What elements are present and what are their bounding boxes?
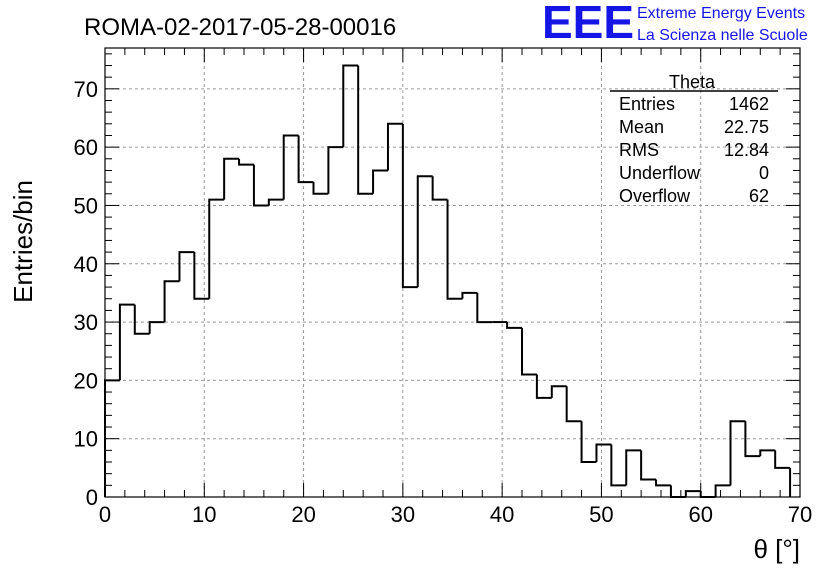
y-tick-label: 0 <box>86 485 98 510</box>
histogram-bin <box>312 182 329 195</box>
histogram-bin <box>133 304 150 335</box>
histogram-bin <box>282 134 299 200</box>
histogram-bin <box>535 374 552 399</box>
stats-label-overflow: Overflow <box>619 186 691 206</box>
y-axis-label: Entries/bin <box>8 180 38 303</box>
stats-value-overflow: 62 <box>749 186 769 206</box>
histogram-bin <box>163 280 180 323</box>
histogram-bars <box>104 64 792 498</box>
stats-label-underflow: Underflow <box>619 163 701 183</box>
histogram-bin <box>252 164 269 207</box>
histogram-bin <box>386 122 403 171</box>
histogram-bin <box>446 199 463 300</box>
histogram-bin <box>550 385 567 398</box>
y-tick-labels: 0 10 20 30 40 50 60 70 <box>74 77 98 510</box>
histogram-bin <box>744 421 761 458</box>
histogram-bin <box>178 251 195 282</box>
stats-label-mean: Mean <box>619 117 664 137</box>
histogram-bin <box>208 198 225 299</box>
x-tick-label: 10 <box>192 502 216 527</box>
histogram-bin <box>118 303 135 381</box>
stats-title: Theta <box>669 72 716 92</box>
y-tick-label: 20 <box>74 368 98 393</box>
plot-frame <box>104 47 801 498</box>
histogram-bin <box>684 490 701 497</box>
histogram-bin <box>476 292 493 324</box>
histogram-bin <box>595 443 612 463</box>
histogram-bin <box>699 491 716 498</box>
histogram-bin <box>759 449 776 457</box>
histogram-bin <box>297 135 314 184</box>
histogram-bin <box>610 444 627 487</box>
x-tick-label: 60 <box>688 502 712 527</box>
stats-label-entries: Entries <box>619 94 675 114</box>
logo-line-2: La Scienza nelle Scuole <box>637 27 808 44</box>
x-tick-label: 20 <box>291 502 315 527</box>
y-tick-label: 40 <box>74 252 98 277</box>
histogram-bin <box>565 386 582 423</box>
y-tick-label: 10 <box>74 427 98 452</box>
x-tick-labels: 0 10 20 30 40 50 60 70 <box>99 502 812 527</box>
histogram-bin <box>267 198 284 206</box>
histogram-bin <box>431 176 448 201</box>
x-tick-label: 40 <box>490 502 514 527</box>
x-tick-label: 0 <box>99 502 111 527</box>
x-tick-label: 30 <box>391 502 415 527</box>
histogram-bin <box>401 123 418 289</box>
histogram-bin <box>714 484 731 497</box>
chart-title: ROMA-02-2017-05-28-00016 <box>84 14 396 41</box>
histogram-bin <box>223 157 240 200</box>
histogram-bin <box>729 420 746 486</box>
stats-label-rms: RMS <box>619 140 659 160</box>
histogram-bin <box>625 449 642 486</box>
x-tick-label: 50 <box>589 502 613 527</box>
histogram-bin <box>580 421 597 464</box>
x-tick-label: 70 <box>788 502 812 527</box>
histogram-bin <box>506 322 522 329</box>
y-tick-label: 50 <box>74 193 98 218</box>
histogram-bin <box>640 450 657 481</box>
y-tick-label: 30 <box>74 310 98 335</box>
stats-value-mean: 22.75 <box>724 117 769 137</box>
logo-line-1: Extreme Energy Events <box>637 5 805 22</box>
axis-ticks <box>104 48 801 498</box>
stats-box: Theta Entries 1462 Mean 22.75 RMS 12.84 … <box>610 72 778 206</box>
y-tick-label: 60 <box>74 135 98 160</box>
y-tick-label: 70 <box>74 77 98 102</box>
histogram-bin <box>416 175 433 288</box>
histogram-bin <box>461 291 478 299</box>
histogram-bin <box>327 146 344 194</box>
histogram-bin <box>372 169 388 194</box>
histogram-bin <box>521 327 537 376</box>
histogram-bin <box>238 158 254 166</box>
eee-logo-mark: EEE <box>542 0 634 48</box>
stats-value-entries: 1462 <box>729 94 769 114</box>
histogram-bin <box>655 479 671 487</box>
histogram-bin <box>357 65 374 195</box>
histogram-bin <box>148 321 165 334</box>
stats-value-underflow: 0 <box>759 163 769 183</box>
histogram-bin <box>193 252 210 300</box>
histogram-bin <box>342 64 359 148</box>
stats-value-rms: 12.84 <box>724 140 769 160</box>
histogram-bin <box>669 485 686 498</box>
histogram-bin <box>774 450 791 469</box>
x-axis-label: θ [°] <box>753 534 800 564</box>
